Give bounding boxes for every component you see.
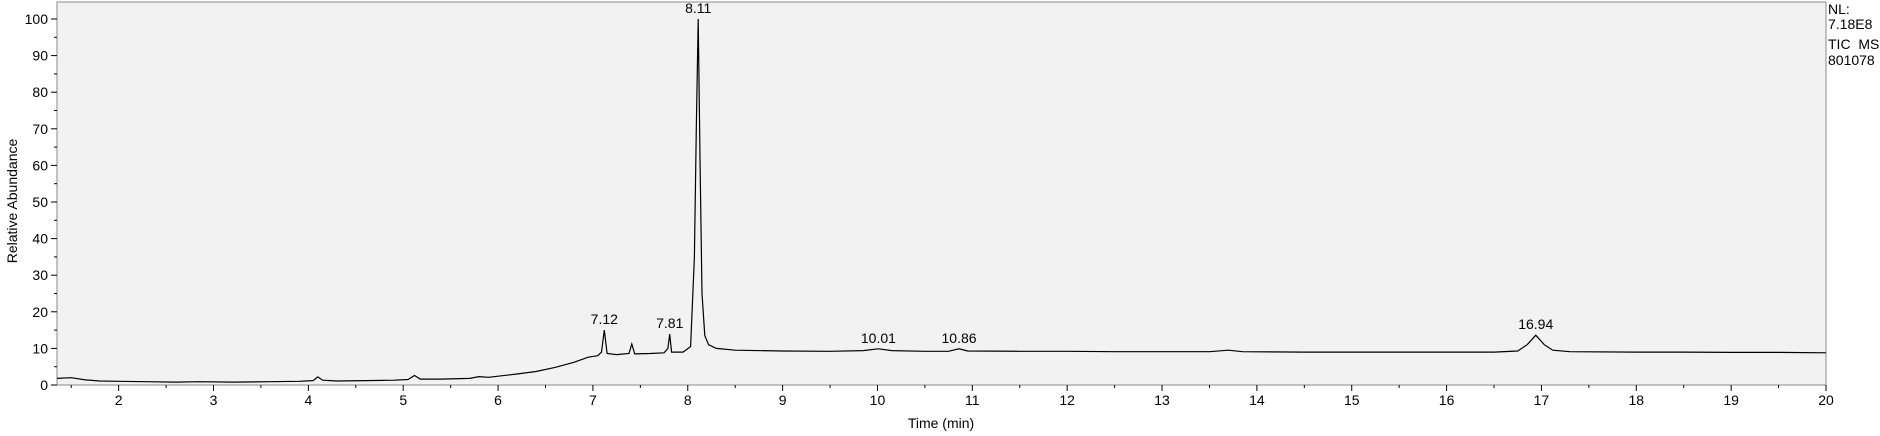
x-tick-label: 18 — [1629, 392, 1645, 408]
y-tick-label: 30 — [32, 267, 48, 283]
x-tick-label: 3 — [210, 392, 218, 408]
x-tick-label: 8 — [684, 392, 692, 408]
x-tick-label: 5 — [399, 392, 407, 408]
x-tick-label: 12 — [1059, 392, 1075, 408]
x-tick-label: 4 — [304, 392, 312, 408]
peak-label: 10.01 — [861, 330, 896, 346]
y-axis: 0 10 20 30 40 50 60 70 80 90 100 — [25, 11, 57, 393]
x-tick-label: 17 — [1534, 392, 1550, 408]
x-axis: 2 3 4 5 6 7 8 9 10 11 12 13 14 15 16 17 18 19 20 — [70, 385, 1834, 408]
x-tick-label: 13 — [1154, 392, 1170, 408]
x-tick-label: 10 — [870, 392, 886, 408]
x-tick-label: 15 — [1344, 392, 1360, 408]
x-tick-label: 20 — [1818, 392, 1834, 408]
x-tick-label: 7 — [589, 392, 597, 408]
y-tick-label: 80 — [32, 84, 48, 100]
y-tick-label: 0 — [40, 377, 48, 393]
y-tick-label: 90 — [32, 48, 48, 64]
peak-label: 16.94 — [1518, 316, 1553, 332]
y-axis-title: Relative Abundance — [4, 139, 20, 264]
nl-label: NL: — [1828, 1, 1850, 17]
peak-label: 8.11 — [685, 0, 711, 16]
y-tick-label: 60 — [32, 157, 48, 173]
x-tick-label: 19 — [1723, 392, 1739, 408]
y-tick-label: 10 — [32, 340, 48, 356]
peak-labels: 7.12 7.81 8.11 10.01 10.86 16.94 — [591, 0, 1554, 346]
x-tick-label: 9 — [779, 392, 787, 408]
plot-area — [56, 1, 1827, 386]
sample-id: 801078 — [1828, 52, 1875, 68]
peak-label: 7.12 — [591, 311, 618, 327]
y-tick-label: 50 — [32, 194, 48, 210]
trace-type: TIC MS — [1828, 36, 1879, 52]
x-tick-label: 11 — [965, 392, 980, 408]
y-tick-label: 100 — [25, 11, 49, 27]
x-axis-title: Time (min) — [908, 415, 974, 431]
x-tick-label: 6 — [494, 392, 502, 408]
x-tick-label: 2 — [115, 392, 123, 408]
x-tick-label: 16 — [1439, 392, 1455, 408]
y-tick-label: 40 — [32, 231, 48, 247]
x-tick-label: 14 — [1249, 392, 1265, 408]
y-tick-label: 20 — [32, 304, 48, 320]
peak-label: 10.86 — [942, 330, 977, 346]
nl-value: 7.18E8 — [1828, 16, 1873, 32]
tic-trace-line — [56, 18, 1827, 383]
peak-label: 7.81 — [656, 315, 683, 331]
y-tick-label: 70 — [32, 121, 48, 137]
